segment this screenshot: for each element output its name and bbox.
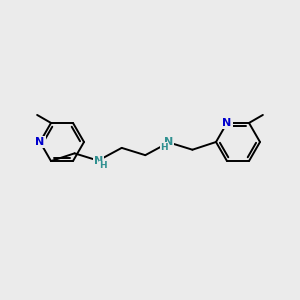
Text: N: N xyxy=(222,118,232,128)
Text: H: H xyxy=(99,161,107,170)
Text: N: N xyxy=(164,137,173,147)
Text: N: N xyxy=(35,137,45,147)
Text: H: H xyxy=(160,143,168,152)
Text: N: N xyxy=(94,156,103,166)
